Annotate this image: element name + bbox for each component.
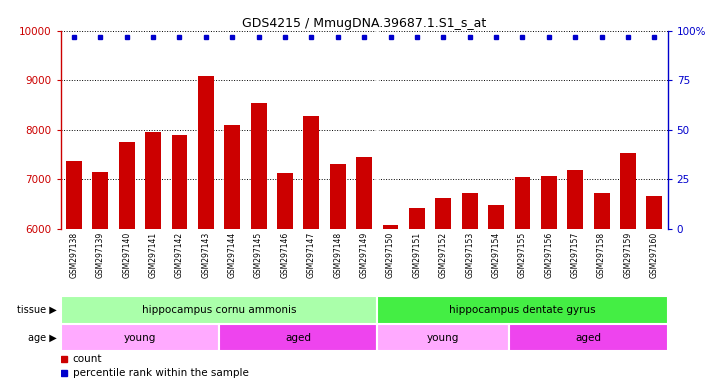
Bar [462, 193, 478, 229]
Text: young: young [427, 333, 460, 343]
Bar [620, 152, 636, 229]
Text: GSM297149: GSM297149 [360, 232, 368, 278]
Text: young: young [124, 333, 156, 343]
Text: GSM297145: GSM297145 [254, 232, 263, 278]
Text: GSM297139: GSM297139 [96, 232, 105, 278]
Bar [436, 198, 451, 229]
Text: GSM297156: GSM297156 [544, 232, 553, 278]
Bar [303, 116, 319, 229]
Bar [488, 205, 504, 229]
Text: hippocampus cornu ammonis: hippocampus cornu ammonis [142, 305, 296, 315]
Text: GDS4215 / MmugDNA.39687.1.S1_s_at: GDS4215 / MmugDNA.39687.1.S1_s_at [242, 17, 486, 30]
Bar [330, 164, 346, 229]
Text: count: count [73, 354, 102, 364]
Text: GSM297142: GSM297142 [175, 232, 184, 278]
Bar [219, 324, 377, 351]
Bar [119, 142, 134, 229]
Text: GSM297140: GSM297140 [122, 232, 131, 278]
Text: hippocampus dentate gyrus: hippocampus dentate gyrus [449, 305, 595, 315]
Text: GSM297157: GSM297157 [570, 232, 580, 278]
Bar [224, 125, 240, 229]
Text: GSM297144: GSM297144 [228, 232, 237, 278]
Text: age ▶: age ▶ [29, 333, 57, 343]
Text: percentile rank within the sample: percentile rank within the sample [73, 368, 248, 378]
Text: GSM297143: GSM297143 [201, 232, 211, 278]
Text: GSM297158: GSM297158 [597, 232, 606, 278]
Bar [198, 76, 213, 229]
Text: tissue ▶: tissue ▶ [17, 305, 57, 315]
Bar [251, 103, 266, 229]
Bar [377, 324, 509, 351]
Bar [515, 177, 531, 229]
Text: aged: aged [285, 333, 311, 343]
Text: GSM297154: GSM297154 [491, 232, 501, 278]
Bar [541, 176, 557, 229]
Bar [66, 161, 82, 229]
Bar [145, 132, 161, 229]
Text: GSM297148: GSM297148 [333, 232, 342, 278]
Text: GSM297159: GSM297159 [623, 232, 633, 278]
Bar [594, 193, 610, 229]
Text: GSM297138: GSM297138 [69, 232, 79, 278]
Bar [277, 173, 293, 229]
Text: GSM297153: GSM297153 [466, 232, 474, 278]
Text: GSM297141: GSM297141 [149, 232, 158, 278]
Bar [409, 208, 425, 229]
Bar [646, 196, 663, 229]
Bar [509, 324, 668, 351]
Bar [61, 296, 377, 324]
Bar [356, 157, 372, 229]
Bar [383, 225, 398, 229]
Text: GSM297155: GSM297155 [518, 232, 527, 278]
Text: GSM297147: GSM297147 [307, 232, 316, 278]
Bar [568, 170, 583, 229]
Text: GSM297160: GSM297160 [650, 232, 659, 278]
Text: aged: aged [575, 333, 601, 343]
Bar [92, 172, 109, 229]
Bar [61, 324, 219, 351]
Text: GSM297152: GSM297152 [439, 232, 448, 278]
Text: GSM297146: GSM297146 [281, 232, 289, 278]
Bar [377, 296, 668, 324]
Text: GSM297151: GSM297151 [413, 232, 421, 278]
Text: GSM297150: GSM297150 [386, 232, 395, 278]
Bar [171, 135, 187, 229]
